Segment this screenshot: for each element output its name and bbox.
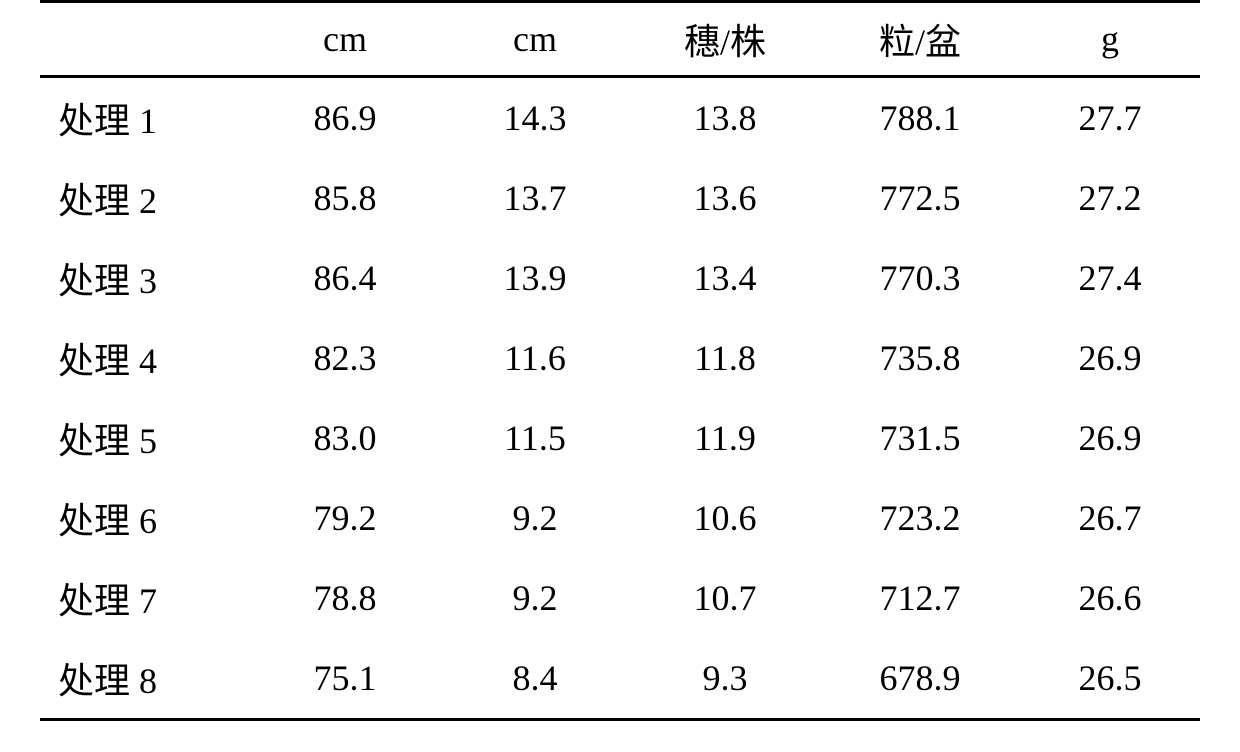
cell-label: 处理 2 <box>40 158 250 238</box>
cell-ratio1: 11.8 <box>630 318 820 398</box>
table-row: 处理 8 75.1 8.4 9.3 678.9 26.5 <box>40 638 1200 720</box>
cell-g: 26.5 <box>1020 638 1200 720</box>
col-header-g: g <box>1020 2 1200 77</box>
cell-cm2: 11.6 <box>440 318 630 398</box>
cell-cm1: 83.0 <box>250 398 440 478</box>
col-header-cm2: cm <box>440 2 630 77</box>
cell-cm2: 13.9 <box>440 238 630 318</box>
cell-g: 26.9 <box>1020 318 1200 398</box>
cell-label: 处理 4 <box>40 318 250 398</box>
cell-ratio2: 678.9 <box>820 638 1020 720</box>
cell-ratio1: 10.7 <box>630 558 820 638</box>
cell-ratio2: 770.3 <box>820 238 1020 318</box>
cell-ratio2: 731.5 <box>820 398 1020 478</box>
cell-cm1: 75.1 <box>250 638 440 720</box>
cell-cm1: 86.4 <box>250 238 440 318</box>
cell-cm2: 14.3 <box>440 77 630 159</box>
cell-g: 26.9 <box>1020 398 1200 478</box>
col-header-label <box>40 2 250 77</box>
cell-label: 处理 1 <box>40 77 250 159</box>
table-row: 处理 3 86.4 13.9 13.4 770.3 27.4 <box>40 238 1200 318</box>
cell-ratio1: 9.3 <box>630 638 820 720</box>
cell-g: 27.2 <box>1020 158 1200 238</box>
cell-cm1: 82.3 <box>250 318 440 398</box>
cell-ratio2: 772.5 <box>820 158 1020 238</box>
table-row: 处理 5 83.0 11.5 11.9 731.5 26.9 <box>40 398 1200 478</box>
cell-ratio1: 13.8 <box>630 77 820 159</box>
table-row: 处理 2 85.8 13.7 13.6 772.5 27.2 <box>40 158 1200 238</box>
data-table: cm cm 穗/株 粒/盆 g 处理 1 86.9 14.3 13.8 788.… <box>40 0 1200 721</box>
cell-label: 处理 8 <box>40 638 250 720</box>
col-header-ratio1: 穗/株 <box>630 2 820 77</box>
cell-ratio1: 11.9 <box>630 398 820 478</box>
cell-ratio1: 13.6 <box>630 158 820 238</box>
table-header-row: cm cm 穗/株 粒/盆 g <box>40 2 1200 77</box>
cell-g: 26.6 <box>1020 558 1200 638</box>
cell-cm1: 86.9 <box>250 77 440 159</box>
cell-cm1: 79.2 <box>250 478 440 558</box>
cell-label: 处理 6 <box>40 478 250 558</box>
cell-cm2: 11.5 <box>440 398 630 478</box>
cell-cm1: 78.8 <box>250 558 440 638</box>
table-row: 处理 1 86.9 14.3 13.8 788.1 27.7 <box>40 77 1200 159</box>
cell-cm2: 8.4 <box>440 638 630 720</box>
cell-ratio2: 712.7 <box>820 558 1020 638</box>
cell-ratio2: 723.2 <box>820 478 1020 558</box>
cell-ratio2: 735.8 <box>820 318 1020 398</box>
cell-ratio2: 788.1 <box>820 77 1020 159</box>
cell-g: 26.7 <box>1020 478 1200 558</box>
cell-cm2: 13.7 <box>440 158 630 238</box>
cell-cm2: 9.2 <box>440 478 630 558</box>
cell-label: 处理 3 <box>40 238 250 318</box>
table-row: 处理 7 78.8 9.2 10.7 712.7 26.6 <box>40 558 1200 638</box>
cell-ratio1: 10.6 <box>630 478 820 558</box>
cell-cm2: 9.2 <box>440 558 630 638</box>
cell-cm1: 85.8 <box>250 158 440 238</box>
cell-g: 27.4 <box>1020 238 1200 318</box>
cell-g: 27.7 <box>1020 77 1200 159</box>
cell-ratio1: 13.4 <box>630 238 820 318</box>
table-row: 处理 4 82.3 11.6 11.8 735.8 26.9 <box>40 318 1200 398</box>
cell-label: 处理 5 <box>40 398 250 478</box>
data-table-container: cm cm 穗/株 粒/盆 g 处理 1 86.9 14.3 13.8 788.… <box>0 0 1240 721</box>
col-header-cm1: cm <box>250 2 440 77</box>
col-header-ratio2: 粒/盆 <box>820 2 1020 77</box>
table-row: 处理 6 79.2 9.2 10.6 723.2 26.7 <box>40 478 1200 558</box>
cell-label: 处理 7 <box>40 558 250 638</box>
